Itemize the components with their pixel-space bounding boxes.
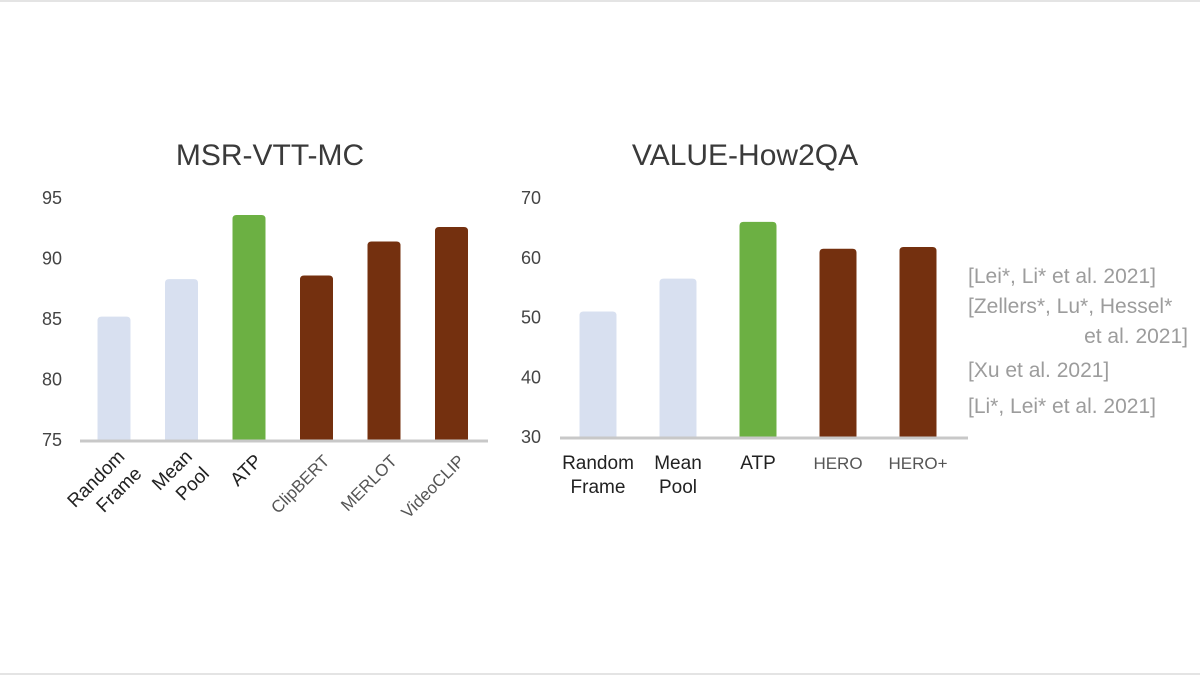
msr-vtt-mc-ytick-85: 85	[42, 309, 62, 329]
msr-vtt-mc-ytick-90: 90	[42, 249, 62, 269]
citation-list: [Lei*, Li* et al. 2021] [Zellers*, Lu*, …	[968, 262, 1196, 422]
value-how2qa-bar-hero	[899, 246, 937, 437]
citation-clipbert: [Lei*, Li* et al. 2021]	[968, 265, 1156, 288]
msr-vtt-mc-bar-random-frame	[97, 316, 131, 440]
msr-vtt-mc-bar-mean-pool	[165, 279, 198, 440]
top-divider	[0, 0, 1200, 2]
value-how2qa-bar-hero	[819, 248, 857, 437]
msr-vtt-mc-bar-atp	[232, 214, 266, 440]
msr-vtt-mc-ytick-75: 75	[42, 430, 62, 450]
msr-vtt-mc-bar-merlot	[367, 241, 401, 440]
value-how2qa-bar-random-frame	[579, 311, 617, 437]
value-how2qa-xtick-random-frame: Random Frame	[562, 453, 634, 498]
citation-merlot-line1: [Zellers*, Lu*, Hessel*	[968, 295, 1173, 318]
value-how2qa-ytick-70: 70	[521, 188, 541, 208]
value-how2qa-bar-mean-pool	[659, 278, 697, 437]
value-how2qa-bar-atp	[739, 221, 777, 437]
msr-vtt-mc-ytick-95: 95	[42, 188, 62, 208]
msr-vtt-mc-bar-clipbert	[300, 275, 333, 440]
value-how2qa-xtick-atp: ATP	[740, 453, 776, 474]
value-how2qa-ytick-40: 40	[521, 367, 541, 387]
citation-merlot-line2: et al. 2021]	[1084, 325, 1188, 348]
citation-hero: [Li*, Lei* et al. 2021]	[968, 395, 1156, 418]
value-how2qa-xtick-mean-pool: Mean Pool	[654, 453, 702, 498]
citation-videoclip: [Xu et al. 2021]	[968, 359, 1110, 382]
value-how2qa-xtick-hero: HERO	[813, 454, 862, 473]
msr-vtt-mc-ytick-80: 80	[42, 370, 62, 390]
value-how2qa-xtick-hero: HERO+	[888, 454, 947, 473]
value-how2qa-title: VALUE-How2QA	[632, 139, 858, 172]
msr-vtt-mc-bar-videoclip	[435, 227, 468, 440]
bottom-divider	[0, 673, 1200, 675]
msr-vtt-mc-title: MSR-VTT-MC	[176, 139, 364, 172]
value-how2qa-ytick-50: 50	[521, 308, 541, 328]
value-how2qa-ytick-60: 60	[521, 248, 541, 268]
value-how2qa-ytick-30: 30	[521, 427, 541, 447]
